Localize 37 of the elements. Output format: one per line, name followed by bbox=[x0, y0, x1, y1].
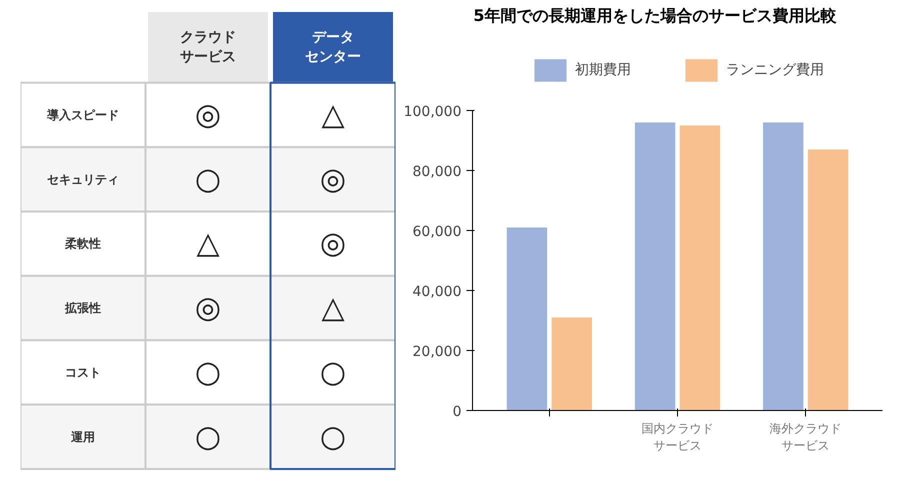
category-label: データセンター bbox=[305, 30, 361, 65]
y-tick-label: 60,000 bbox=[412, 224, 462, 240]
y-tick-label: 80,000 bbox=[412, 164, 462, 180]
category-label: クラウドサービス bbox=[180, 30, 236, 65]
x-tick-label: 海外クラウドサービス bbox=[770, 422, 842, 452]
legend-label: ランニング費用 bbox=[726, 61, 824, 79]
y-tick-label: 100,000 bbox=[404, 104, 462, 120]
text: ◎ bbox=[320, 162, 346, 197]
y-tick-label: 40,000 bbox=[412, 284, 462, 300]
category-label: 導入スピード bbox=[47, 108, 119, 122]
y-tick-label: 0 bbox=[452, 404, 462, 420]
text: ○ bbox=[194, 162, 222, 197]
text: △ bbox=[196, 226, 220, 262]
text: △ bbox=[321, 97, 345, 132]
bar bbox=[763, 122, 804, 410]
bar bbox=[808, 150, 848, 410]
text: ◎ bbox=[320, 226, 346, 262]
text: △ bbox=[321, 290, 345, 326]
category-label: 運用 bbox=[71, 430, 95, 444]
category-label: セキュリティ bbox=[47, 172, 119, 186]
text: ○ bbox=[320, 419, 346, 454]
y-tick-label: 20,000 bbox=[412, 344, 462, 360]
text: ○ bbox=[194, 354, 222, 390]
bar bbox=[634, 122, 676, 410]
text: ◎ bbox=[194, 97, 222, 132]
text: ◎ bbox=[194, 290, 222, 326]
legend-label: 初期費用 bbox=[575, 61, 631, 79]
category-label: コスト bbox=[65, 365, 101, 380]
bar bbox=[552, 318, 592, 410]
chart-title: 5年間での長期運用をした場合のサービス費用比較 bbox=[473, 5, 837, 27]
text: ○ bbox=[320, 354, 346, 390]
bar bbox=[506, 228, 548, 410]
category-label: 拡張性 bbox=[65, 301, 101, 316]
category-label: 柔軟性 bbox=[65, 236, 101, 251]
x-tick-label: 国内クラウドサービス bbox=[642, 422, 714, 452]
bar bbox=[680, 126, 720, 410]
text: ○ bbox=[194, 419, 222, 454]
